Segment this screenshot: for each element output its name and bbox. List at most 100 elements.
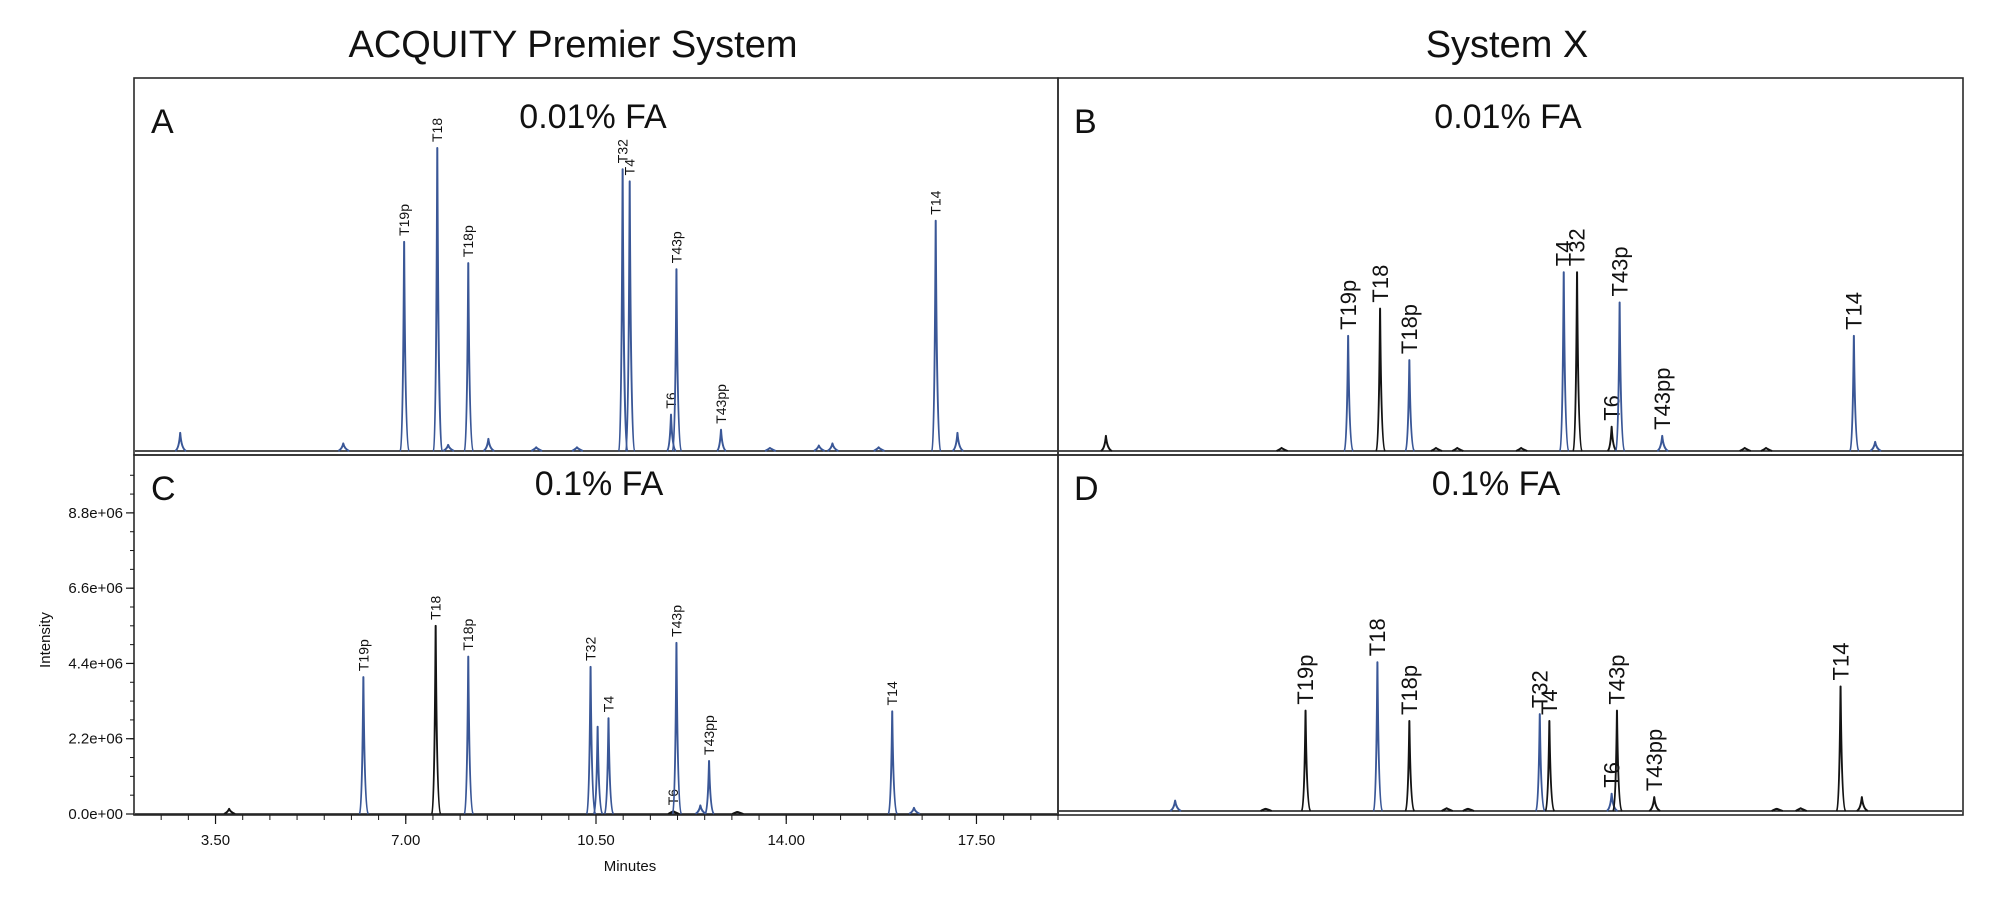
panel-c-condition: 0.1% FA: [535, 465, 664, 503]
peak-label-b-t14: T14: [1842, 292, 1867, 330]
peak-label-b-t19p: T19p: [1336, 280, 1361, 330]
peak-label-b-t4: T4: [1551, 241, 1576, 267]
y-axis-title: Intensity: [37, 612, 54, 668]
column-title-system-x: System X: [1426, 24, 1589, 66]
peak-a-t19p: [399, 240, 411, 452]
peak-a-minor-7: [530, 446, 543, 452]
peak-b-minor-5: [1430, 446, 1443, 452]
peak-a-minor-15: [813, 444, 826, 452]
peak-a-minor-4: [442, 443, 455, 452]
peak-a-t43p: [671, 268, 683, 452]
panel-frames: [133, 77, 1964, 816]
peak-label-d-t32: T32: [1527, 670, 1552, 708]
peak-b-t4: [1558, 271, 1570, 452]
peak-label-a-t4: T4: [622, 159, 638, 176]
peak-label-d-t18p: T18p: [1397, 665, 1422, 715]
peak-label-b-t18: T18: [1368, 265, 1393, 303]
panel-frame-c: [133, 454, 1059, 816]
peak-a-t6: [666, 413, 677, 452]
peak-d-t43p: [1612, 709, 1623, 812]
peak-label-a-t14: T14: [928, 190, 944, 214]
peak-label-a-t18p: T18p: [460, 225, 476, 257]
y-tick-label: 2.2e+06: [68, 731, 123, 748]
peak-a-t14: [930, 219, 942, 452]
peak-label-c-t18p: T18p: [460, 618, 476, 650]
peak-b-t43p: [1614, 301, 1626, 452]
peak-label-b-t43pp: T43pp: [1650, 367, 1675, 429]
peak-d-minor-5: [1441, 807, 1454, 812]
panel-d-letter: D: [1074, 470, 1099, 508]
peak-label-c-t6: T6: [665, 789, 681, 806]
peak-a-minor-16: [826, 442, 839, 452]
peak-b-minor-0: [1100, 434, 1113, 452]
peak-c-t14: [887, 710, 899, 815]
peak-c-t32: [585, 665, 597, 815]
peak-label-c-t32: T32: [582, 637, 598, 661]
peak-a-t18: [432, 147, 444, 452]
panel-a-condition: 0.01% FA: [519, 98, 667, 136]
peak-c-t43p: [671, 641, 683, 815]
peak-d-t18: [1372, 661, 1384, 812]
peak-label-c-t43pp: T43pp: [701, 715, 717, 755]
peak-a-t43pp: [716, 428, 727, 452]
peak-d-t19p: [1300, 709, 1312, 812]
peak-label-a-t43pp: T43pp: [713, 384, 729, 424]
panel-a-letter: A: [151, 103, 174, 141]
y-tick-label: 8.8e+06: [68, 505, 123, 522]
peak-label-b-t43p: T43p: [1607, 246, 1632, 296]
peak-c-t18: [430, 624, 442, 815]
x-tick-label: 14.00: [767, 832, 805, 849]
peak-a-minor-17: [873, 446, 886, 452]
axes-panel-c: 0.0e+00 2.2e+06 4.4e+06 6.6e+06 8.8e+06 3.50 7…: [68, 474, 1059, 849]
peak-c-t43pp: [704, 759, 715, 815]
peak-d-minor-6: [1462, 807, 1475, 812]
peak-b-t6: [1606, 425, 1618, 452]
peak-label-d-t19p: T19p: [1293, 655, 1318, 705]
peak-b-t43pp: [1656, 434, 1669, 452]
peak-d-minor-1: [1260, 807, 1273, 812]
peak-d-minor-15: [1856, 796, 1869, 812]
peak-a-minor-14: [764, 446, 777, 452]
peak-c-t19p: [358, 676, 370, 815]
panel-frame-d: [1057, 454, 1964, 816]
peak-label-c-t14: T14: [884, 681, 900, 705]
peak-c-minor-0: [223, 807, 236, 815]
panel-b-letter: B: [1074, 103, 1097, 141]
peak-label-c-t4: T4: [600, 696, 616, 713]
x-axis-title: Minutes: [604, 858, 657, 875]
peak-a-minor-8: [571, 446, 584, 452]
peak-label-d-t18: T18: [1365, 618, 1390, 656]
peak-a-minor-19: [951, 431, 964, 452]
peak-b-minor-13: [1739, 446, 1752, 452]
peak-label-d-t4: T4: [1537, 689, 1562, 715]
peak-b-minor-14: [1760, 446, 1773, 452]
panel-c: C 0.1% FA Minutes Intensity T19p T18 T18p T…: [37, 465, 1057, 875]
peak-label-b-t18p: T18p: [1397, 304, 1422, 354]
peak-c-minor-5: [592, 725, 604, 815]
peak-b-minor-7: [1515, 446, 1528, 452]
peak-label-a-t18: T18: [429, 118, 445, 142]
peak-label-d-t14: T14: [1828, 643, 1853, 681]
x-tick-label: 17.50: [958, 832, 996, 849]
panel-b-condition: 0.01% FA: [1434, 98, 1582, 136]
peak-b-t18: [1375, 307, 1386, 452]
peak-d-t43pp: [1648, 796, 1661, 812]
peak-d-t6: [1606, 792, 1619, 812]
y-tick-label: 0.0e+00: [68, 806, 123, 823]
peak-label-a-t43p: T43p: [668, 231, 684, 263]
column-title-acquity: ACQUITY Premier System: [348, 24, 797, 66]
x-tick-label: 7.00: [391, 832, 420, 849]
peak-a-t32: [617, 168, 629, 452]
peak-d-t32: [1534, 713, 1546, 812]
peak-b-t19p: [1343, 334, 1355, 452]
peak-c-t18p: [463, 655, 475, 815]
peak-b-t32: [1572, 271, 1584, 452]
peak-b-minor-6: [1451, 446, 1464, 452]
panel-b: B 0.01% FA T19p T18T18pT4T32T6T43pT43ppT1…: [1059, 98, 1962, 452]
panel-d-condition: 0.1% FA: [1432, 465, 1561, 503]
x-tick-label: 3.50: [201, 832, 230, 849]
peak-label-a-t6: T6: [663, 392, 679, 409]
peak-b-minor-16: [1869, 440, 1882, 452]
